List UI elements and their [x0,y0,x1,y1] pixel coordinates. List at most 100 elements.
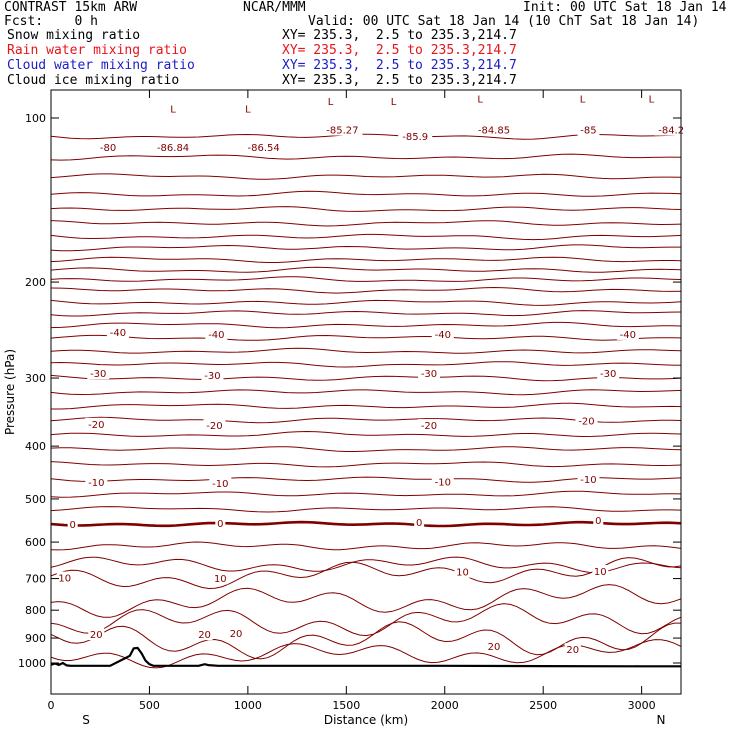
contour-line [51,321,681,329]
contour-label-bg [322,123,363,136]
contour-line [51,256,681,263]
contour-label-bg [153,140,194,153]
contour-line [51,556,681,574]
zero-isotherm-line [51,520,681,528]
contour-label: 0 [595,516,601,527]
contour-line [51,190,681,197]
low-marker: L [328,97,334,108]
contour-line [51,603,681,637]
contour-label: -10 [435,477,451,488]
contour-label: 20 [488,642,501,653]
contour-label: -20 [421,421,437,432]
y-tick-label: 100 [25,112,46,125]
x-tick-label: 0 [48,699,55,712]
contour-label: 20 [566,645,579,656]
contour-line [51,402,681,410]
contour-label-bg [97,140,120,153]
contour-label-bg [485,639,502,652]
contour-line [51,286,681,294]
contour-line [51,173,681,180]
contour-label: -20 [88,420,104,431]
low-marker: L [245,104,251,115]
contour-line [51,310,681,317]
x-axis-label: Distance (km) [324,713,408,727]
contour-line [51,621,681,660]
low-marker: L [477,94,483,105]
x-tick-label: 2500 [529,699,557,712]
contour-label: -85 [580,126,596,137]
endpoint-label-left: S [82,713,90,727]
contour-label: -30 [90,369,106,380]
y-axis-label: Pressure (hPa) [3,349,17,435]
contour-label: -20 [206,421,222,432]
contour-label-bg [209,476,232,489]
contour-label-bg [454,565,471,578]
endpoint-label-right: N [657,713,666,727]
contour-label: -40 [208,330,224,341]
contour-label: -10 [212,479,228,490]
contour-label-bg [418,367,440,380]
x-tick-label: 500 [139,699,160,712]
y-tick-label: 300 [25,372,46,385]
contour-line [51,233,681,241]
x-tick-label: 1500 [332,699,360,712]
field-name-cloud-water: Cloud water mixing ratio [7,58,195,73]
y-tick-label: 1000 [18,657,46,670]
contour-label: -20 [578,417,594,428]
y-tick-label: 600 [25,536,46,549]
contour-label-bg [205,327,228,340]
contour-line [51,639,681,669]
contour-label: -30 [204,371,220,382]
terrain-line [50,646,681,668]
contour-label-bg [654,123,689,136]
contour-line [51,266,681,273]
contour-label-bg [616,327,639,340]
contour-label-bg [85,417,108,430]
field-xy-snow: XY= 235.3, 2.5 to 235.3,214.7 [282,28,517,43]
plot-frame [50,89,682,695]
low-marker: L [170,104,176,115]
contour-label: -40 [435,330,451,341]
low-marker: L [391,97,397,108]
contour-label-bg [196,628,213,641]
contour-label-bg [67,518,78,531]
contour-label: -84.2 [658,126,684,137]
contour-label: -85.9 [402,132,428,143]
contour-label: -84.85 [478,126,510,137]
contour-labels: -80 -86.84 -86.54 -85.27 -85.9 -84.85 -85 -84.2… [56,94,689,656]
field-name-cloud-ice: Cloud ice mixing ratio [7,73,180,88]
contour-label: 10 [214,574,227,585]
contour-label: 10 [594,567,607,578]
y-tick-label: 500 [25,493,46,506]
contour-line [51,490,681,498]
contour-label-bg [577,123,600,136]
contour-label: -10 [580,475,596,486]
x-tick-label: 1000 [234,699,262,712]
contour-label-bg [243,140,284,153]
low-marker: L [580,94,586,105]
contour-label-bg [431,327,454,340]
contour-line [51,133,681,140]
contour-label-bg [577,473,600,486]
field-xy-rain: XY= 235.3, 2.5 to 235.3,214.7 [282,43,517,58]
contour-line [51,374,681,382]
contour-label: -86.54 [248,143,280,154]
contour-line [51,244,681,252]
field-name-rain: Rain water mixing ratio [7,43,188,58]
contour-label-bg [203,419,226,432]
x-tick-label: 3000 [628,699,656,712]
contour-label: -85.27 [326,126,358,137]
contour-line [51,276,681,282]
y-tick-label: 700 [25,573,46,586]
contour-line [51,446,681,452]
y-tick-label: 900 [25,632,46,645]
y-tick-label: 200 [25,276,46,289]
organization-label: NCAR/MMM [243,0,306,15]
y-tick-label: 400 [25,440,46,453]
contour-line [51,153,681,161]
contour-label: -30 [421,369,437,380]
contour-line [51,476,681,483]
contour-label: 20 [90,630,103,641]
